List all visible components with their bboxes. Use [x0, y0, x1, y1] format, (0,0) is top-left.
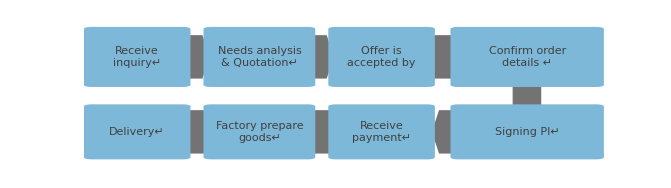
Text: Factory prepare
goods↵: Factory prepare goods↵ [215, 121, 303, 143]
FancyBboxPatch shape [450, 104, 604, 159]
FancyBboxPatch shape [84, 104, 191, 159]
Text: Delivery↵: Delivery↵ [109, 127, 165, 137]
Text: Receive
payment↵: Receive payment↵ [352, 121, 411, 143]
Polygon shape [431, 110, 459, 154]
Text: Signing PI↵: Signing PI↵ [495, 127, 560, 137]
Polygon shape [431, 35, 459, 79]
Polygon shape [513, 86, 541, 112]
Text: Receive
inquiry↵: Receive inquiry↵ [113, 46, 161, 68]
Text: Offer is
accepted by: Offer is accepted by [348, 46, 416, 68]
Polygon shape [307, 35, 334, 79]
Polygon shape [183, 110, 210, 154]
Polygon shape [307, 110, 334, 154]
Polygon shape [183, 35, 210, 79]
FancyBboxPatch shape [328, 27, 435, 87]
FancyBboxPatch shape [450, 27, 604, 87]
FancyBboxPatch shape [84, 27, 191, 87]
Text: Needs analysis
& Quotation↵: Needs analysis & Quotation↵ [217, 46, 301, 68]
FancyBboxPatch shape [328, 104, 435, 159]
FancyBboxPatch shape [203, 104, 315, 159]
FancyBboxPatch shape [203, 27, 315, 87]
Text: Confirm order
details ↵: Confirm order details ↵ [488, 46, 566, 68]
